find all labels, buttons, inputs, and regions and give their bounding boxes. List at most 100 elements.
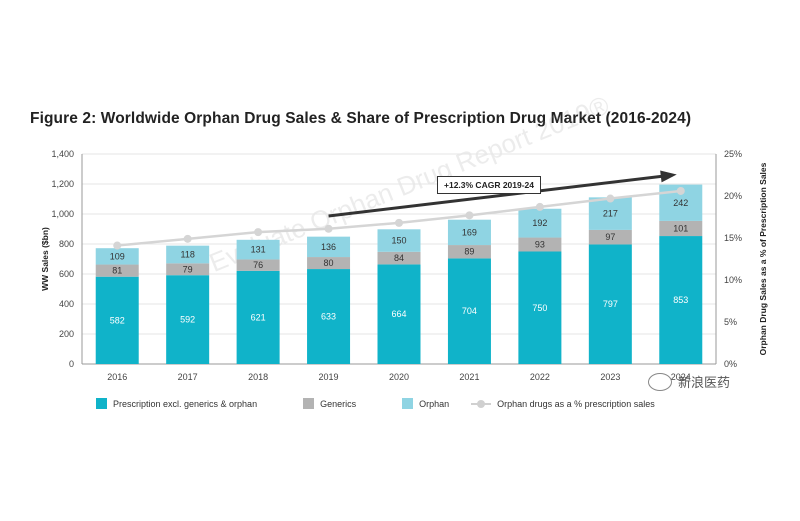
- data-label: 89: [464, 247, 474, 257]
- data-label: 621: [251, 312, 266, 322]
- y-right-tick-label: 0%: [724, 359, 737, 369]
- x-tick-label: 2019: [319, 372, 339, 382]
- data-label: 118: [180, 250, 194, 260]
- bar-generics: [236, 259, 280, 271]
- brand-watermark: 新浪医药: [648, 372, 730, 391]
- legend-item-prescription: Prescription excl. generics & orphan: [96, 398, 257, 409]
- share-point: [535, 202, 544, 211]
- bar-prescription: [95, 276, 139, 364]
- bar-generics: [307, 257, 351, 270]
- bar-prescription: [236, 270, 280, 364]
- legend-item-share-line: Orphan drugs as a % prescription sales: [471, 399, 655, 409]
- legend-label-prescription: Prescription excl. generics & orphan: [113, 398, 258, 409]
- legend-label-orphan: Orphan: [419, 398, 450, 409]
- bar-orphan: [95, 248, 139, 265]
- legend-swatch-generics: [303, 398, 315, 409]
- y-right-tick-label: 5%: [724, 317, 737, 327]
- bar-generics: [166, 263, 210, 276]
- x-tick-label: 2023: [600, 372, 620, 382]
- data-label: 109: [110, 251, 125, 261]
- chart-legend: Prescription excl. generics & orphan Gen…: [96, 398, 701, 409]
- data-label: 192: [532, 218, 547, 228]
- y-tick-label: 800: [59, 239, 74, 249]
- data-label: 80: [324, 258, 334, 268]
- y-axis-right-title: Orphan Drug Sales as a % of Prescription…: [758, 162, 768, 355]
- x-tick-label: 2021: [459, 372, 479, 382]
- legend-label-generics: Generics: [320, 398, 357, 409]
- y-tick-label: 1,000: [51, 209, 74, 219]
- wechat-icon: [648, 372, 672, 391]
- data-label: 76: [253, 260, 263, 270]
- bar-prescription: [447, 258, 491, 364]
- bar-prescription: [588, 244, 632, 364]
- bar-prescription: [307, 269, 351, 364]
- cagr-arrow-head: [660, 170, 677, 183]
- legend-swatch-prescription: [96, 398, 107, 409]
- y-tick-label: 200: [59, 329, 74, 339]
- data-label: 81: [112, 266, 122, 276]
- share-point: [676, 186, 685, 195]
- bar-generics: [95, 264, 139, 277]
- bar-prescription: [659, 236, 703, 364]
- data-label: 704: [462, 306, 477, 316]
- bar-orphan: [307, 236, 351, 258]
- bar-generics: [377, 251, 421, 265]
- legend-item-orphan: Orphan: [402, 398, 449, 409]
- share-point: [113, 241, 122, 250]
- y-axis-title: WW Sales ($bn): [40, 227, 50, 291]
- data-label: 136: [321, 242, 336, 252]
- x-tick-label: 2024: [671, 372, 691, 382]
- data-label: 84: [394, 253, 404, 263]
- data-label: 131: [251, 245, 266, 255]
- data-label: 797: [603, 299, 618, 309]
- chart-title: Figure 2: Worldwide Orphan Drug Sales & …: [30, 110, 692, 127]
- x-tick-label: 2020: [389, 372, 409, 382]
- bar-prescription: [518, 251, 562, 364]
- y-right-tick-label: 10%: [724, 275, 742, 285]
- share-point: [606, 194, 615, 203]
- y-tick-label: 1,400: [51, 149, 74, 159]
- bar-prescription: [377, 264, 421, 364]
- y-tick-label: 1,200: [51, 179, 74, 189]
- legend-label-share-line: Orphan drugs as a % prescription sales: [497, 398, 655, 409]
- data-label: 582: [110, 315, 125, 325]
- bar-generics: [659, 220, 703, 237]
- bar-orphan: [377, 229, 421, 252]
- y-tick-label: 600: [59, 269, 74, 279]
- bar-orphan: [236, 239, 280, 260]
- share-point: [465, 211, 474, 220]
- data-label: 664: [391, 309, 406, 319]
- legend-item-generics: Generics: [303, 398, 356, 409]
- data-label: 97: [605, 232, 615, 242]
- data-label: 169: [462, 227, 477, 237]
- data-label: 150: [391, 236, 406, 246]
- x-tick-label: 2016: [107, 372, 127, 382]
- share-point: [183, 234, 192, 243]
- legend-swatch-orphan: [402, 398, 414, 409]
- bar-generics: [588, 229, 632, 245]
- bar-generics: [518, 237, 562, 252]
- data-label: 750: [532, 303, 547, 313]
- data-label: 93: [535, 240, 545, 250]
- bar-orphan: [166, 245, 210, 264]
- data-label: 101: [673, 223, 688, 233]
- y-tick-label: 400: [59, 299, 74, 309]
- y-right-tick-label: 25%: [724, 149, 742, 159]
- data-label: 633: [321, 312, 336, 322]
- x-tick-label: 2018: [248, 372, 268, 382]
- share-point: [395, 218, 403, 227]
- data-label: 592: [180, 315, 195, 325]
- bar-generics: [447, 245, 491, 259]
- x-tick-label: 2017: [178, 372, 198, 382]
- data-label: 853: [673, 295, 688, 305]
- bar-orphan: [518, 208, 562, 238]
- bar-orphan: [588, 197, 632, 230]
- legend-swatch-share-line: [471, 399, 492, 409]
- y-right-tick-label: 15%: [724, 233, 742, 243]
- brand-watermark-text: 新浪医药: [678, 375, 731, 390]
- bar-orphan: [447, 219, 491, 246]
- data-label: 242: [673, 198, 688, 208]
- y-right-tick-label: 20%: [724, 191, 742, 201]
- cagr-arrow-line: [328, 173, 673, 218]
- share-point: [254, 228, 263, 237]
